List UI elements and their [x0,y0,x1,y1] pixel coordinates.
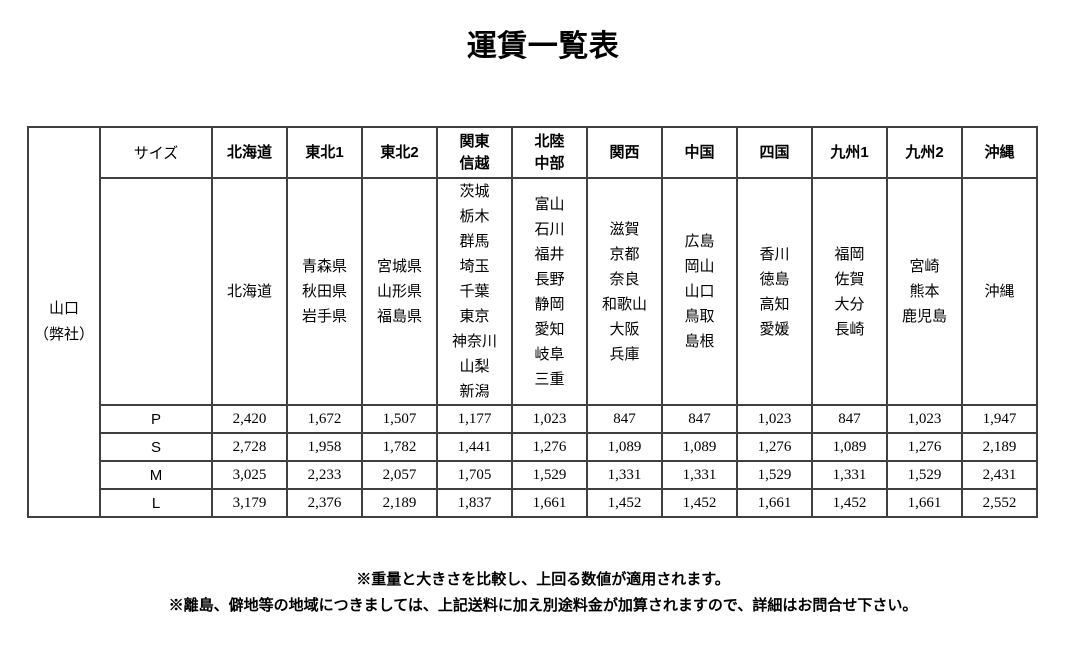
price-cell: 1,089 [811,432,888,462]
prefecture-list-cell: 沖縄 [961,177,1038,406]
price-cell: 2,420 [211,404,288,434]
price-cell: 2,189 [961,432,1038,462]
prefecture-list-cell: 茨城 栃木 群馬 埼玉 千葉 東京 神奈川 山梨 新潟 [436,177,513,406]
price-cell: 2,431 [961,460,1038,490]
price-cell: 1,276 [736,432,813,462]
price-cell: 1,452 [811,488,888,518]
price-cell: 1,947 [961,404,1038,434]
prefecture-list-cell: 福岡 佐賀 大分 長崎 [811,177,888,406]
price-cell: 1,529 [736,460,813,490]
fare-table-body: 山口 （弊社） サイズ 北海道 東北1 東北2 関東 信越 北陸 中部 関西 中国 四国 九州1 九州… [27,126,1038,518]
prefecture-list-cell: 宮崎 熊本 鹿児島 [886,177,963,406]
price-cell: 3,179 [211,488,288,518]
prefecture-row: 北海道 青森県 秋田県 岩手県 宮城県 山形県 福島県 茨城 栃木 群馬 埼玉 千葉 … [28,177,1038,406]
price-row-M: M 3,025 2,233 2,057 1,705 1,529 1,331 1,331 1,52… [28,460,1038,490]
region-header-cell: 九州2 [886,126,963,179]
region-header-cell: 関東 信越 [436,126,513,179]
price-row-L: L 3,179 2,376 2,189 1,837 1,661 1,452 1,452 1,66… [28,488,1038,518]
price-cell: 1,782 [361,432,438,462]
prefecture-list-cell: 香川 徳島 高知 愛媛 [736,177,813,406]
prefecture-list-cell: 北海道 [211,177,288,406]
price-cell: 1,672 [286,404,363,434]
size-column-header: サイズ [99,126,213,179]
price-cell: 2,233 [286,460,363,490]
size-label-cell: P [99,404,213,434]
price-cell: 1,452 [661,488,738,518]
price-cell: 2,376 [286,488,363,518]
region-header-cell: 沖縄 [961,126,1038,179]
region-header-cell: 東北2 [361,126,438,179]
price-cell: 2,552 [961,488,1038,518]
price-cell: 847 [586,404,663,434]
price-cell: 1,023 [736,404,813,434]
price-cell: 1,089 [586,432,663,462]
price-row-S: S 2,728 1,958 1,782 1,441 1,276 1,089 1,089 1,27… [28,432,1038,462]
prefecture-list-cell: 青森県 秋田県 岩手県 [286,177,363,406]
region-header-cell: 中国 [661,126,738,179]
region-header-cell: 関西 [586,126,663,179]
price-cell: 847 [661,404,738,434]
size-label-cell: M [99,460,213,490]
price-cell: 1,023 [511,404,588,434]
origin-cell: 山口 （弊社） [27,126,101,518]
price-cell: 1,661 [511,488,588,518]
region-header-cell: 九州1 [811,126,888,179]
price-cell: 2,728 [211,432,288,462]
price-cell: 847 [811,404,888,434]
note-line-weight: ※重量と大きさを比較し、上回る数値が適用されます。 [356,571,730,588]
price-cell: 1,705 [436,460,513,490]
price-cell: 1,529 [511,460,588,490]
region-header-cell: 東北1 [286,126,363,179]
price-cell: 1,276 [886,432,963,462]
price-cell: 2,189 [361,488,438,518]
price-cell: 1,331 [586,460,663,490]
price-cell: 1,837 [436,488,513,518]
price-cell: 1,529 [886,460,963,490]
price-cell: 1,089 [661,432,738,462]
prefecture-list-cell: 滋賀 京都 奈良 和歌山 大阪 兵庫 [586,177,663,406]
price-cell: 1,441 [436,432,513,462]
page-title: 運賃一覧表 [466,30,620,63]
price-row-P: P 2,420 1,672 1,507 1,177 1,023 847 847 1,023 847… [28,404,1038,434]
price-cell: 1,507 [361,404,438,434]
prefecture-list-cell: 広島 岡山 山口 鳥取 島根 [661,177,738,406]
price-cell: 1,023 [886,404,963,434]
price-cell: 1,177 [436,404,513,434]
price-cell: 2,057 [361,460,438,490]
price-cell: 1,958 [286,432,363,462]
note-line-remote: ※離島、僻地等の地域につきましては、上記送料に加え別途料金が加算されますので、詳… [168,597,918,614]
region-header-cell: 北海道 [211,126,288,179]
price-cell: 1,661 [736,488,813,518]
prefecture-list-cell: 富山 石川 福井 長野 静岡 愛知 岐阜 三重 [511,177,588,406]
region-header-cell: 北陸 中部 [511,126,588,179]
region-header-cell: 四国 [736,126,813,179]
price-cell: 1,452 [586,488,663,518]
price-cell: 1,661 [886,488,963,518]
prefecture-list-cell: 宮城県 山形県 福島県 [361,177,438,406]
fare-table: 山口 （弊社） サイズ 北海道 東北1 東北2 関東 信越 北陸 中部 関西 中国 四国 九州1 九州… [27,126,1038,518]
header-row: 山口 （弊社） サイズ 北海道 東北1 東北2 関東 信越 北陸 中部 関西 中国 四国 九州1 九州… [27,126,1038,518]
size-column-spacer [99,177,213,406]
price-cell: 3,025 [211,460,288,490]
price-cell: 1,331 [661,460,738,490]
size-label-cell: S [99,432,213,462]
footer-notes: ※重量と大きさを比較し、上回る数値が適用されます。 ※離島、僻地等の地域につきま… [0,567,1086,619]
size-label-cell: L [99,488,213,518]
price-cell: 1,276 [511,432,588,462]
price-cell: 1,331 [811,460,888,490]
